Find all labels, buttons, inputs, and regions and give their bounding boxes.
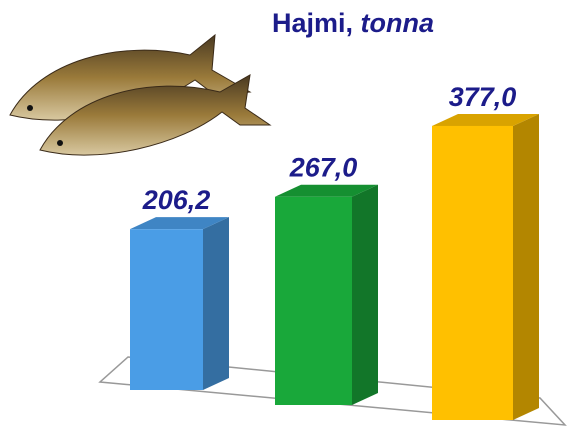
bar-top bbox=[275, 184, 378, 197]
fish-image bbox=[9, 33, 272, 156]
bar-side bbox=[352, 184, 378, 405]
title-unit: tonna bbox=[361, 8, 435, 38]
value-label: 267,0 bbox=[289, 153, 358, 183]
value-label: 377,0 bbox=[449, 82, 517, 112]
bar bbox=[432, 125, 513, 420]
bar bbox=[130, 229, 203, 390]
bar bbox=[275, 196, 352, 405]
bar-top bbox=[432, 113, 539, 126]
chart-title: Hajmi, tonna bbox=[272, 8, 434, 38]
title-text: Hajmi, bbox=[272, 8, 353, 38]
value-label: 206,2 bbox=[142, 185, 211, 215]
bar-side bbox=[513, 113, 539, 420]
bar-top bbox=[130, 217, 229, 230]
bar-side bbox=[203, 217, 229, 390]
